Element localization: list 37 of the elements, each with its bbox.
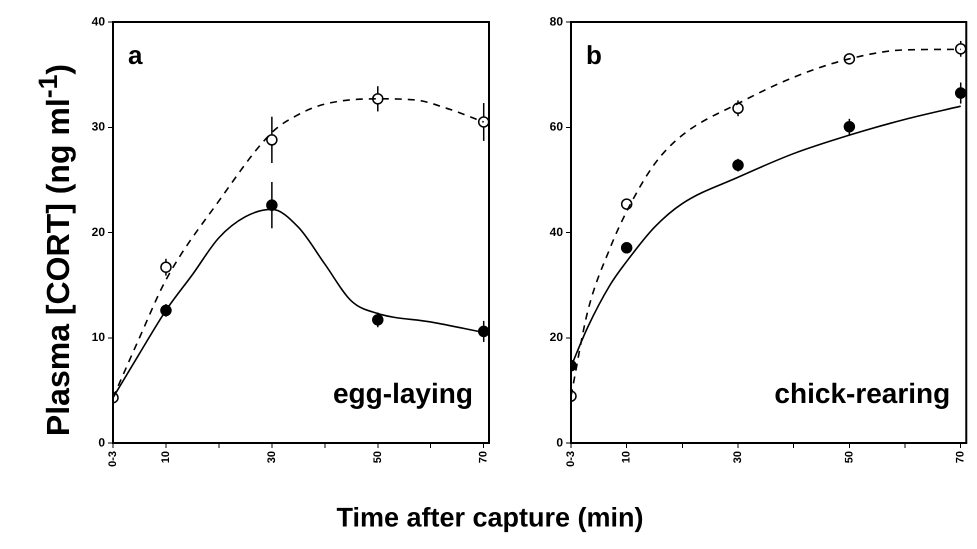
x-tick-label: 10 — [620, 451, 633, 464]
point — [372, 314, 384, 326]
y-tick-label: 20 — [92, 224, 106, 239]
y-tick-label: 30 — [92, 120, 106, 134]
x-axis-title: Time after capture (min) — [336, 502, 644, 534]
y-tick-label: 20 — [550, 330, 564, 344]
x-tick-label: 50 — [843, 451, 856, 464]
x-tick-label: 30 — [732, 451, 744, 464]
x-tick-label: 10 — [160, 451, 172, 464]
point — [732, 159, 744, 171]
point — [620, 242, 632, 254]
point — [844, 120, 856, 132]
x-tick-label: 70 — [478, 451, 490, 464]
y-tick-label: 10 — [92, 330, 106, 344]
point — [372, 93, 384, 105]
y-tick-label: 80 — [550, 14, 564, 28]
y-tick-label: 0 — [98, 435, 106, 450]
point — [478, 116, 489, 128]
y-tick-label: 40 — [550, 224, 564, 239]
y-tick-label: 0 — [556, 435, 564, 450]
x-tick-label: 50 — [372, 451, 384, 464]
point — [732, 102, 744, 114]
y-tick-label: 40 — [92, 14, 106, 28]
x-tick-label: 70 — [954, 451, 967, 464]
annotation: a — [128, 40, 143, 70]
point — [266, 199, 278, 211]
x-tick-label: 30 — [266, 451, 278, 464]
annotation: egg-laying — [332, 378, 473, 409]
annotation: b — [586, 40, 602, 70]
x-tick-label: 0-3 — [565, 451, 578, 467]
y-tick-label: 60 — [550, 120, 564, 134]
point — [266, 134, 278, 146]
x-tick-label: 0-3 — [107, 451, 120, 467]
point — [160, 261, 172, 273]
annotation: chick-rearing — [774, 378, 950, 409]
point — [954, 43, 966, 55]
point — [954, 87, 966, 99]
